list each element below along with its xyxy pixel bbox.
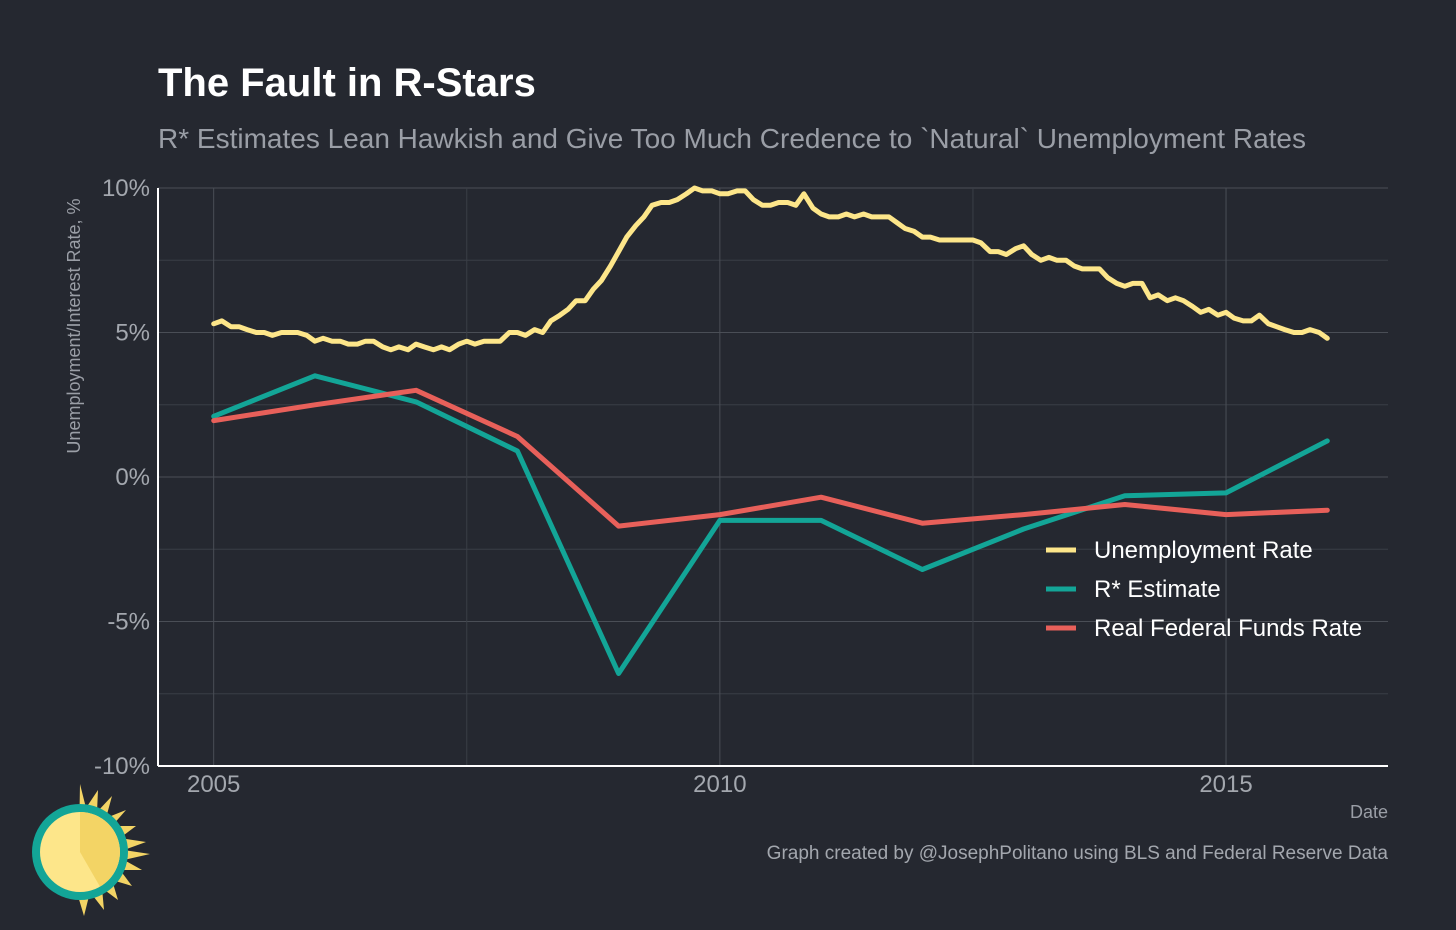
sun-shade [80,812,120,887]
series-line-unemployment-rate [211,185,1330,353]
legend-label-real-federal-funds-rate: Real Federal Funds Rate [1094,615,1362,642]
legend: Unemployment Rate R* Estimate Real Federal… [1046,537,1362,642]
gridlines [158,187,1388,767]
y-tick-label: 0% [115,464,150,491]
y-tick-label: -10% [94,753,150,780]
x-axis-title: Date [1350,802,1388,822]
sun-clock-icon [32,784,150,916]
y-tick-label: -5% [107,609,150,636]
axes [157,188,1388,767]
legend-label-unemployment-rate: Unemployment Rate [1094,537,1313,564]
y-axis-title: Unemployment/Interest Rate, % [64,198,84,453]
chart-subtitle: R* Estimates Lean Hawkish and Give Too M… [158,123,1306,154]
series-line-real-federal-funds-rate [211,387,1330,529]
x-tick-label: 2010 [693,771,746,798]
y-tick-label: 5% [115,320,150,347]
x-tick-label: 2015 [1199,771,1252,798]
y-tick-labels: 10% 5% 0% -5% -10% [94,175,150,780]
series-line-r-estimate [211,373,1330,676]
x-tick-labels: 2005 2010 2015 [187,771,1253,798]
series-layer [211,185,1330,676]
chart-title: The Fault in R-Stars [158,61,536,105]
x-tick-label: 2005 [187,771,240,798]
legend-label-r-estimate: R* Estimate [1094,576,1221,603]
source-caption: Graph created by @JosephPolitano using B… [767,843,1389,864]
y-tick-label: 10% [102,175,150,202]
